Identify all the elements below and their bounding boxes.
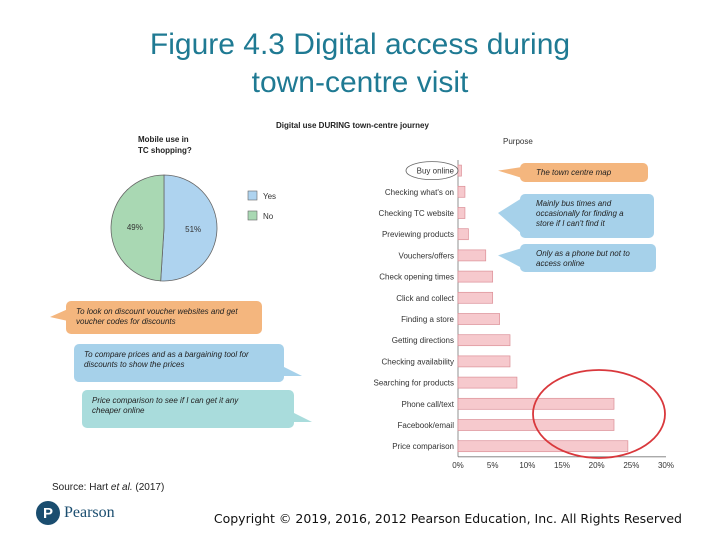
bar-xtick-2: 10%	[519, 461, 535, 470]
pie-title-line-2: TC shopping?	[138, 146, 192, 155]
bar-category-label-10: Searching for products	[374, 379, 455, 388]
pie-callout-3	[82, 390, 294, 428]
pie-callout-tail-1	[50, 309, 68, 321]
bar-9	[457, 355, 511, 368]
bar-10	[457, 376, 518, 389]
bar-callout-tail-2	[498, 198, 522, 234]
title-line-1: Figure 4.3 Digital access during	[149, 28, 571, 61]
bar-category-label-3: Previewing products	[382, 230, 454, 239]
bar-callout-text-3-line-0: Only as a phone but not to	[536, 249, 630, 258]
legend-label-yes: Yes	[263, 192, 276, 201]
bar-xtick-3: 15%	[554, 461, 570, 470]
bar-category-label-2: Checking TC website	[379, 209, 455, 218]
pie-callout-tail-2	[282, 366, 302, 376]
legend-label-no: No	[263, 212, 274, 221]
bar-1	[457, 185, 466, 198]
pie-callout-text-1-line-1: voucher codes for discounts	[76, 317, 176, 326]
pearson-logo-text: Pearson	[64, 504, 115, 521]
pie-callout-tail-3	[292, 412, 312, 422]
pie-callout-text-2-line-1: discounts to show the prices	[84, 360, 185, 369]
pearson-logo-icon: P	[36, 501, 60, 525]
bar-callout-text-1-line-0: The town centre map	[536, 168, 612, 177]
bar-callout-2	[520, 194, 654, 238]
bar-12	[457, 419, 615, 431]
bar-4	[457, 249, 487, 262]
title-line-2: town-centre visit	[251, 66, 469, 99]
bar-callout-1	[520, 163, 648, 182]
bar-callout-text-3-line-1: access online	[536, 259, 585, 268]
bar-category-label-0: Buy online	[417, 167, 455, 176]
bar-callout-text-2-line-0: Mainly bus times and	[536, 199, 612, 208]
pie-callout-2	[74, 344, 284, 382]
slide-title: Figure 4.3 Digital access during town-ce…	[0, 26, 720, 102]
bar-2	[457, 207, 466, 219]
source-italic: et al.	[110, 482, 133, 493]
copyright-text: Copyright © 2019, 2016, 2012 Pearson Edu…	[213, 511, 682, 526]
source-note: Source: Hart et al. (2017)	[52, 482, 164, 493]
bar-xtick-1: 5%	[487, 461, 499, 470]
bar-7	[457, 313, 500, 325]
pie-callout-text-1-line-0: To look on discount voucher websites and…	[76, 307, 238, 316]
bar-chart-title: Digital use DURING town-centre journey	[276, 121, 429, 130]
bar-callout-text-2-line-2: store if I can't find it	[536, 219, 605, 228]
pie-label-no: 49%	[127, 223, 143, 232]
bar-8	[457, 334, 511, 347]
bar-category-label-6: Click and collect	[396, 294, 455, 303]
bar-category-label-1: Checking what's on	[385, 188, 454, 197]
pie-slice-no	[110, 174, 165, 282]
bar-xtick-0: 0%	[452, 461, 464, 470]
pie-slice-yes	[160, 174, 218, 282]
bar-6	[457, 291, 494, 304]
buy-online-oval	[405, 161, 459, 181]
source-suffix: (2017)	[132, 482, 165, 493]
pie-callout-text-2-line-0: To compare prices and as a bargaining to…	[84, 350, 249, 359]
pie-callout-text-3-line-1: cheaper online	[92, 406, 145, 415]
pie-label-yes: 51%	[185, 225, 201, 234]
bar-11	[457, 397, 615, 410]
bar-callout-tail-3	[498, 248, 522, 268]
bar-category-label-13: Price comparison	[392, 442, 454, 451]
bar-5	[457, 270, 494, 283]
legend-swatch-no	[247, 210, 258, 221]
bar-category-label-4: Vouchers/offers	[399, 251, 454, 260]
bar-xtick-6: 30%	[658, 461, 674, 470]
pie-callout-1	[66, 301, 262, 334]
source-prefix: Source: Hart	[52, 482, 111, 493]
bar-category-label-9: Checking availability	[382, 357, 454, 366]
legend-swatch-yes	[247, 190, 258, 201]
bar-callout-tail-1	[498, 167, 522, 178]
bar-category-label-8: Getting directions	[392, 336, 454, 345]
pie-callout-text-3-line-0: Price comparison to see if I can get it …	[92, 396, 239, 405]
pearson-logo: P Pearson	[36, 500, 115, 526]
bar-category-label-7: Finding a store	[401, 315, 454, 324]
highlight-circle	[532, 369, 666, 459]
bar-category-label-11: Phone call/text	[402, 400, 455, 409]
bar-13	[457, 440, 629, 453]
bar-callout-text-2-line-1: occasionally for finding a	[536, 209, 624, 218]
bar-0	[457, 164, 462, 177]
bar-category-label-12: Facebook/email	[398, 421, 455, 430]
bar-category-label-5: Check opening times	[379, 273, 454, 282]
bar-callout-3	[520, 244, 656, 272]
bar-3	[457, 228, 469, 241]
pie-title-line-1: Mobile use in	[138, 135, 189, 144]
bar-xtick-4: 20%	[589, 461, 605, 470]
bar-axis-label-purpose: Purpose	[503, 137, 533, 146]
bar-xtick-5: 25%	[623, 461, 639, 470]
